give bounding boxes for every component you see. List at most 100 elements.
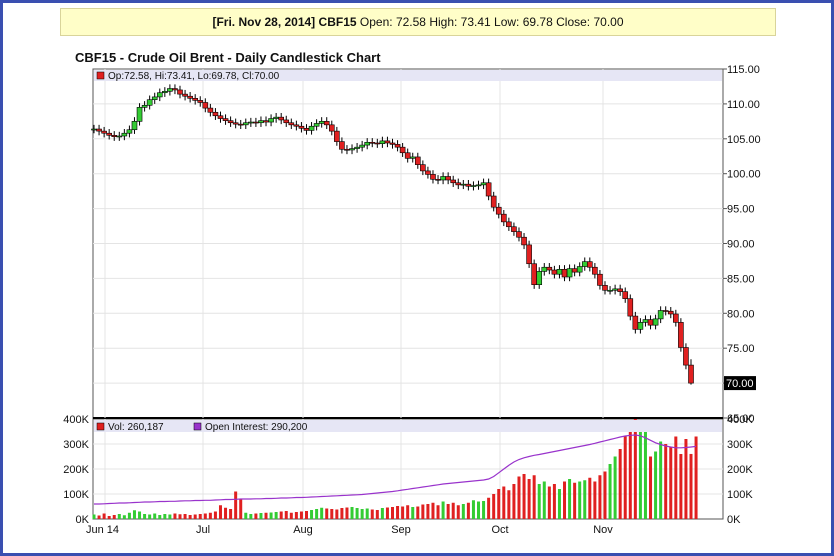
candle-body: [106, 132, 112, 136]
candle-body: [662, 310, 669, 312]
volume-bar: [244, 512, 248, 519]
candle-body: [683, 347, 689, 366]
volume-bar: [92, 514, 96, 519]
candle-body: [111, 135, 118, 138]
volume-bar: [112, 515, 116, 519]
candle-body: [592, 266, 598, 275]
candle-body: [323, 121, 330, 126]
candle-body: [642, 319, 649, 323]
price-tick-label: 95.00: [727, 204, 755, 216]
volume-bar: [158, 515, 162, 519]
volume-bar: [304, 511, 308, 519]
volume-bar: [370, 509, 374, 519]
volume-bar: [492, 494, 496, 519]
candle-body: [278, 116, 284, 121]
candle-body: [389, 142, 396, 145]
candle-body: [607, 289, 613, 292]
volume-bar: [638, 431, 642, 519]
candle-body: [167, 88, 173, 92]
candle-body: [521, 236, 527, 246]
candle-body: [556, 269, 563, 275]
candle-body: [622, 291, 629, 299]
volume-bar: [426, 504, 430, 519]
volume-bar: [547, 486, 551, 519]
candle-body: [561, 269, 568, 278]
candle-body: [485, 182, 492, 197]
candle-body: [253, 121, 259, 124]
open-interest-legend-text: Open Interest: 290,200: [205, 422, 308, 433]
volume-right-tick-label: 100K: [727, 489, 753, 501]
volume-bar: [229, 509, 233, 519]
volume-bar: [254, 513, 258, 519]
volume-bar: [193, 514, 197, 519]
candle-body: [566, 268, 573, 278]
volume-bar: [234, 491, 238, 519]
candle-body: [96, 128, 102, 132]
volume-legend-text: Vol: 260,187: [108, 422, 164, 433]
volume-bar: [320, 507, 324, 519]
volume-bar: [269, 512, 273, 519]
price-tick-label: 85.00: [727, 273, 755, 285]
volume-bar: [613, 456, 617, 519]
price-legend-text: Op:72.58, Hi:73.41, Lo:69.78, Cl:70.00: [108, 71, 280, 82]
candle-body: [632, 315, 639, 330]
volume-bar: [603, 471, 607, 519]
volume-bar: [451, 502, 455, 519]
volume-bar: [623, 436, 627, 519]
volume-bar: [391, 507, 394, 519]
volume-bar: [360, 509, 364, 519]
volume-bar: [168, 514, 172, 519]
volume-bar: [294, 512, 298, 519]
volume-bar: [557, 489, 561, 519]
banner-high: 73.41: [460, 15, 491, 29]
volume-bar: [239, 499, 243, 519]
candle-body: [303, 128, 310, 131]
volume-bar: [138, 511, 142, 519]
open-interest-legend-swatch: [193, 422, 202, 431]
candle-body: [541, 266, 548, 272]
volume-bar: [380, 508, 384, 519]
candle-body: [647, 319, 654, 326]
volume-right-tick-label: 400K: [727, 414, 753, 426]
candle-body: [227, 120, 234, 124]
candle-body: [501, 213, 507, 223]
volume-bar: [436, 505, 440, 519]
volume-bar: [148, 514, 152, 519]
volume-bar: [593, 481, 597, 519]
volume-bar: [335, 509, 339, 519]
volume-right-tick-label: 200K: [727, 464, 753, 476]
volume-bar: [674, 436, 678, 519]
volume-bar: [385, 507, 389, 519]
volume-bar: [446, 504, 450, 519]
candle-body: [222, 118, 229, 121]
candle-body: [460, 183, 467, 186]
candle-body: [551, 269, 558, 275]
price-tick-label: 105.00: [727, 134, 761, 146]
volume-left-tick-label: 300K: [63, 439, 89, 451]
candle-body: [384, 140, 391, 144]
candle-body: [511, 226, 517, 232]
candle-body: [242, 122, 249, 126]
volume-bar: [213, 511, 217, 519]
candle-body: [192, 98, 198, 101]
banner-date: [Fri. Nov 28, 2014]: [212, 15, 316, 29]
x-tick-label: Aug: [293, 524, 313, 536]
volume-bar: [355, 508, 359, 519]
volume-right-tick-label: 300K: [727, 439, 753, 451]
banner-close: 70.00: [593, 15, 624, 29]
banner-open-label: Open:: [359, 15, 393, 29]
volume-bar: [401, 506, 405, 519]
volume-bar: [315, 509, 319, 519]
volume-bar: [310, 510, 314, 519]
x-tick-label: Oct: [491, 524, 508, 536]
volume-bar: [512, 484, 516, 519]
open-interest-line: [94, 434, 697, 505]
volume-bar: [487, 497, 491, 519]
candle-body: [637, 322, 644, 330]
ohlc-banner: [Fri. Nov 28, 2014] CBF15 Open: 72.58 Hi…: [60, 8, 776, 36]
candle-body: [420, 164, 426, 172]
volume-bar: [633, 419, 637, 519]
volume-bar: [684, 439, 688, 519]
last-price-tag: [724, 376, 756, 391]
x-tick-label: Nov: [593, 524, 613, 536]
